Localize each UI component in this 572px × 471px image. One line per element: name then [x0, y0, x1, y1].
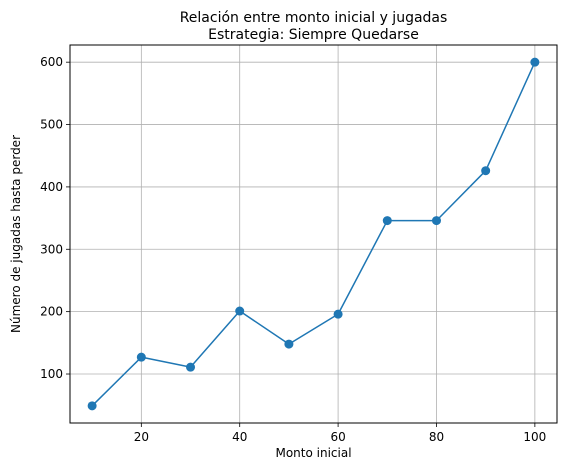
data-point [186, 362, 196, 372]
x-tick-label: 20 [134, 430, 149, 444]
y-tick-label: 300 [40, 242, 63, 256]
chart-title: Relación entre monto inicial y jugadas [180, 10, 448, 26]
x-tick-label: 100 [523, 430, 546, 444]
data-point [382, 216, 392, 226]
axis-ticks: 20 40 60 80 100 100 200 300 400 500 600 [40, 55, 546, 444]
y-tick-label: 400 [40, 180, 63, 194]
grid [70, 45, 557, 423]
x-axis-label: Monto inicial [275, 446, 351, 460]
series [87, 57, 540, 411]
y-tick-label: 600 [40, 55, 63, 69]
series-line [91, 61, 536, 407]
data-point [333, 309, 343, 319]
chart-subtitle: Estrategia: Siempre Quedarse [208, 27, 419, 43]
y-tick-label: 500 [40, 118, 63, 132]
data-point [136, 352, 146, 362]
x-tick-label: 60 [330, 430, 345, 444]
x-tick-label: 80 [429, 430, 444, 444]
data-point [530, 57, 540, 67]
data-point [431, 216, 441, 226]
data-point [481, 166, 491, 176]
y-axis-label: Número de jugadas hasta perder [9, 135, 23, 333]
y-tick-label: 200 [40, 305, 63, 319]
x-tick-label: 40 [232, 430, 247, 444]
data-point [235, 306, 245, 316]
data-point [87, 401, 97, 411]
plot-area-frame [69, 44, 558, 424]
y-tick-label: 100 [40, 367, 63, 381]
data-point [284, 339, 294, 349]
